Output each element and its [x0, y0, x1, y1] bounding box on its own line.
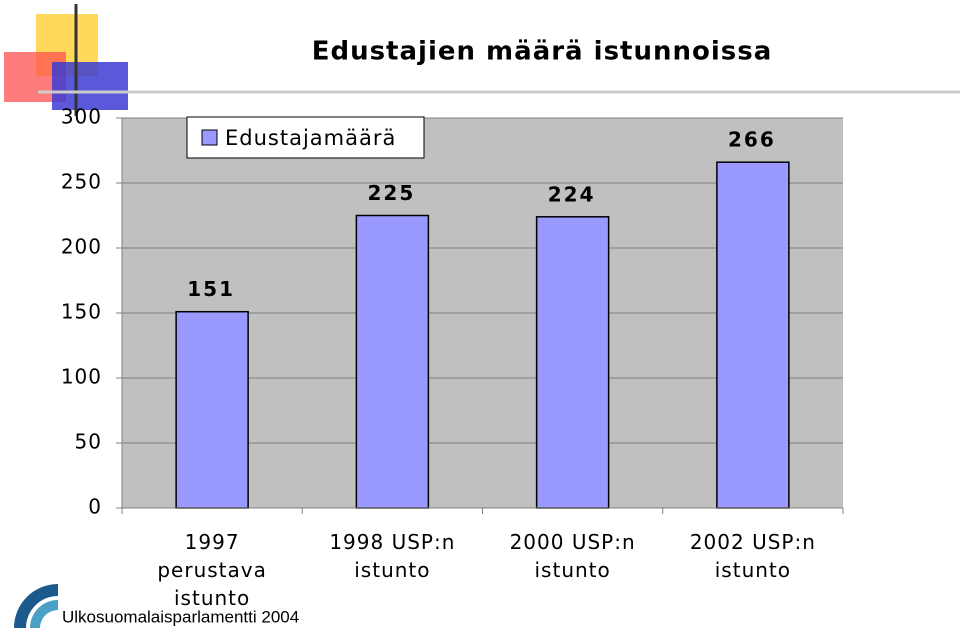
- chart-title: Edustajien määrä istunnoissa: [312, 37, 773, 67]
- bar: [716, 161, 790, 509]
- x-tick-label: 1997 perustava istunto: [157, 530, 267, 610]
- decor: [52, 62, 128, 110]
- bar: [535, 216, 610, 509]
- footer: Ulkosuomalaisparlamentti 2004: [62, 607, 299, 626]
- data-label: 151: [187, 277, 235, 301]
- y-tick-label: 150: [61, 300, 102, 324]
- legend: [186, 116, 425, 159]
- logo: [30, 600, 58, 628]
- logo: [14, 584, 58, 628]
- y-tick-label: 100: [61, 365, 102, 389]
- bar: [175, 310, 249, 509]
- x-tick-label: 2002 USP:n istunto: [689, 530, 816, 582]
- x-tick-label: 1998 USP:n istunto: [329, 530, 456, 582]
- legend-label: Edustajamäärä: [225, 126, 396, 150]
- y-tick-label: 0: [88, 495, 102, 519]
- y-tick-label: 50: [75, 430, 102, 454]
- data-label: 225: [368, 181, 416, 205]
- data-label: 266: [728, 128, 776, 152]
- y-tick-label: 200: [61, 235, 102, 259]
- y-tick-label: 250: [61, 170, 102, 194]
- x-tick-label: 2000 USP:n istunto: [509, 530, 636, 582]
- y-tick-label: 300: [61, 105, 102, 129]
- legend-swatch: [201, 129, 218, 146]
- bar: [355, 214, 430, 509]
- data-label: 224: [548, 182, 596, 206]
